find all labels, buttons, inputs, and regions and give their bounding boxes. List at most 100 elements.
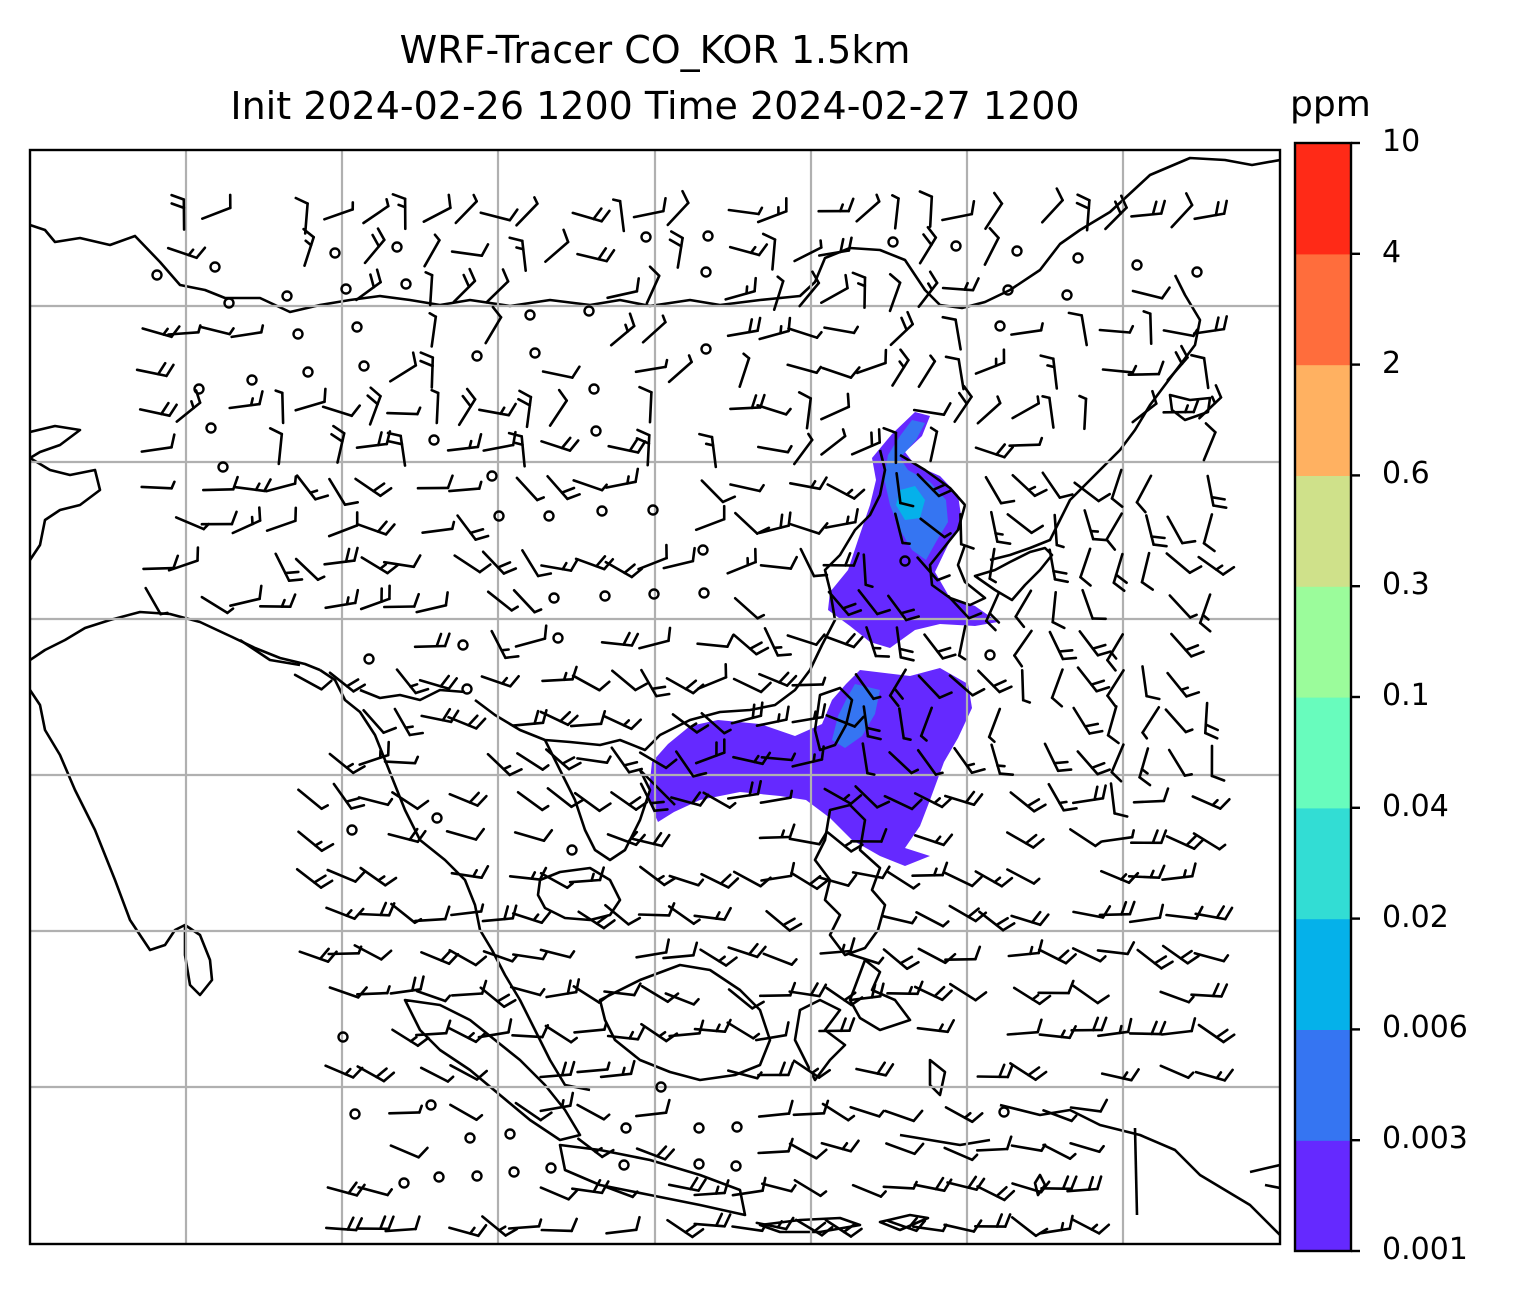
wind-barb-feather — [1162, 787, 1170, 803]
wind-barb-feather — [477, 480, 483, 490]
wind-barb — [1141, 705, 1161, 740]
wind-barb — [258, 593, 297, 609]
wind-barb-shaft — [888, 668, 907, 697]
wind-barb-feather — [995, 540, 1012, 546]
wind-barb-feather — [417, 1146, 429, 1159]
wind-barb-feather — [387, 440, 404, 446]
wind-barb-feather — [1180, 344, 1189, 359]
wind-barb-shaft — [141, 327, 173, 339]
wind-barb-feather — [561, 756, 576, 765]
wind-barb — [1041, 471, 1074, 499]
wind-barb-shaft — [1098, 328, 1132, 334]
wind-barb-shaft — [817, 249, 851, 257]
wind-barb-shaft — [1128, 916, 1162, 924]
wind-barb-shaft — [1010, 1216, 1038, 1238]
wind-barb-feather — [1005, 1135, 1013, 1151]
wind-barb-shaft — [759, 563, 793, 570]
wind-barb-shaft — [293, 673, 323, 691]
wind-barb-feather — [566, 714, 579, 727]
wind-barb — [576, 1103, 611, 1121]
wind-barb — [919, 706, 934, 742]
wind-barb-shaft — [230, 330, 263, 339]
wind-barb-feather — [940, 989, 953, 1002]
wind-barb-shaft — [448, 1226, 480, 1238]
wind-barb — [786, 633, 826, 647]
wind-barb-feather — [723, 1018, 732, 1033]
wind-barb-feather — [788, 981, 797, 997]
wind-barb — [363, 227, 386, 265]
wind-barb-shaft — [765, 909, 792, 932]
wind-barb-feather — [468, 439, 473, 450]
wind-barb-feather — [447, 677, 459, 691]
wind-barb-feather — [598, 802, 612, 813]
wind-barb-feather — [1090, 679, 1106, 686]
wind-calm-circle — [193, 383, 205, 395]
wind-barb-feather — [469, 527, 485, 535]
wind-barb-shaft — [821, 1102, 850, 1122]
wind-barb — [294, 387, 327, 412]
wind-barb-shaft — [1066, 1187, 1099, 1193]
wind-barb-feather — [1091, 643, 1107, 650]
wind-barb — [391, 1028, 430, 1047]
wind-barb-shaft — [603, 1185, 635, 1199]
wind-barb-feather — [704, 442, 715, 447]
wind-barb — [140, 433, 176, 453]
map-panel — [30, 150, 1280, 1244]
wind-barb-feather — [194, 389, 202, 405]
wind-calm-circle — [693, 1122, 705, 1134]
wind-barb-shaft — [540, 564, 573, 572]
wind-barb — [732, 633, 770, 656]
wind-barb-feather — [787, 511, 792, 527]
wind-barb-shaft — [886, 870, 915, 890]
wind-barb — [1202, 422, 1217, 462]
wind-barb — [449, 1064, 489, 1081]
wind-barb — [1145, 514, 1168, 548]
wind-barb — [827, 590, 863, 617]
wind-barb — [976, 395, 1002, 425]
wind-barb-feather — [570, 1217, 579, 1233]
wind-barb-feather — [993, 876, 1002, 884]
wind-barb-shaft — [693, 1191, 726, 1197]
wind-barb-shaft — [820, 1141, 853, 1153]
wind-barb-shaft — [354, 477, 382, 498]
wind-barb-shaft — [791, 758, 824, 768]
wind-calm-circle — [508, 1166, 520, 1178]
wind-barb-shaft — [450, 871, 483, 880]
wind-calm-circle — [588, 383, 600, 395]
wind-barb-shaft — [450, 250, 484, 257]
wind-barb-shaft — [977, 669, 1001, 694]
wind-barb-shaft — [448, 487, 481, 493]
wind-barb-feather — [877, 1109, 885, 1118]
wind-barb-feather — [1221, 565, 1236, 576]
wind-barb — [851, 271, 867, 309]
wind-barb-shaft — [1008, 443, 1041, 448]
wind-barb — [1014, 589, 1033, 629]
wind-barb-feather — [345, 796, 361, 803]
wind-barb — [1110, 468, 1124, 509]
wind-barb — [668, 874, 705, 887]
wind-barb-feather — [692, 918, 701, 926]
wind-barb-feather — [653, 808, 669, 813]
wind-barb-feather — [1190, 353, 1206, 360]
wind-barb-shaft — [520, 435, 526, 468]
wind-barb — [634, 1098, 671, 1118]
wind-barb — [484, 305, 503, 345]
wind-barb-shaft — [755, 1221, 788, 1231]
wind-barb-feather — [511, 904, 518, 920]
wind-barb-feather — [1192, 838, 1205, 851]
wind-barb — [635, 938, 671, 959]
wind-barb-feather — [467, 714, 479, 727]
wind-barb-feather — [366, 394, 379, 406]
wind-barb — [1135, 474, 1153, 514]
wind-barb-feather — [385, 985, 391, 995]
wind-barb-feather — [1112, 581, 1126, 593]
wind-barb-feather — [1097, 492, 1111, 503]
wind-barb — [1160, 1017, 1197, 1036]
colorbar-segment — [1295, 475, 1351, 587]
wind-barb — [416, 474, 454, 490]
wind-barb-feather — [1179, 686, 1190, 692]
wind-barb — [1127, 360, 1165, 377]
wind-barb-shaft — [390, 902, 417, 925]
wind-barb — [428, 311, 438, 348]
colorbar-segment — [1295, 918, 1351, 1030]
